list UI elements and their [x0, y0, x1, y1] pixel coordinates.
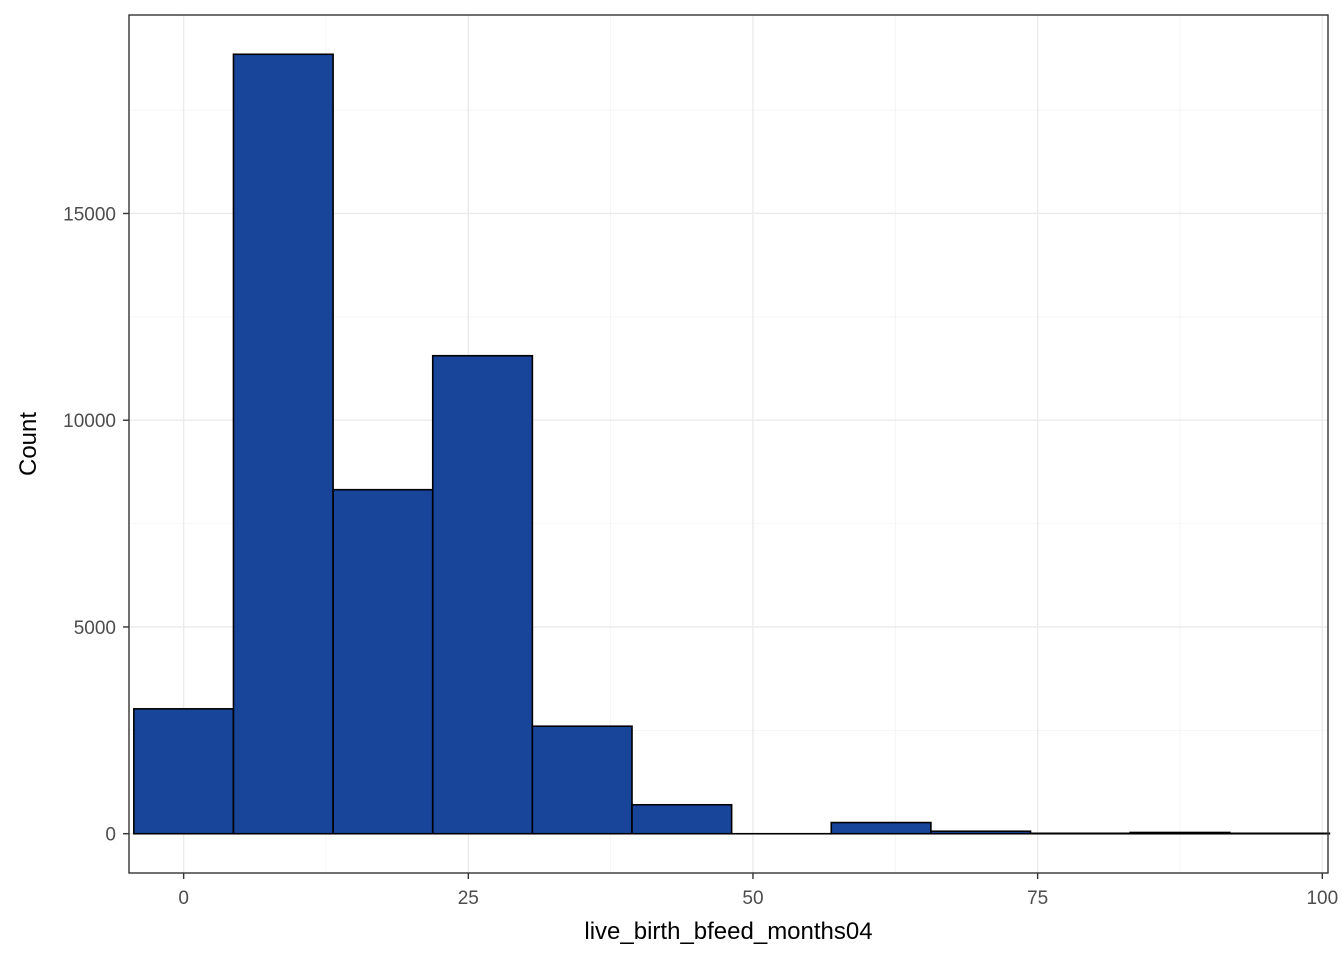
histogram-bar — [332, 488, 434, 835]
histogram-bar — [431, 354, 534, 835]
x-axis-title: live_birth_bfeed_months04 — [584, 918, 872, 945]
histogram-bars — [133, 53, 1331, 835]
histogram-bar — [1129, 831, 1231, 835]
y-tick-label: 15000 — [63, 204, 116, 225]
histogram-bar — [631, 803, 733, 835]
y-tick-label: 10000 — [63, 411, 116, 432]
histogram-bar — [930, 830, 1032, 835]
histogram-bar — [133, 708, 235, 835]
x-tick-label: 0 — [178, 888, 189, 909]
x-tick-label: 75 — [1027, 888, 1048, 909]
histogram-bar — [531, 725, 633, 835]
y-axis-title: Count — [15, 412, 42, 476]
x-tick-label: 100 — [1306, 888, 1338, 909]
x-tick-label: 50 — [742, 888, 763, 909]
x-tick-label: 25 — [458, 888, 479, 909]
histogram-bar — [232, 53, 334, 835]
y-tick-label: 0 — [105, 825, 116, 846]
panel-border — [128, 14, 1329, 874]
y-tick-label: 5000 — [74, 618, 116, 639]
histogram-bar — [830, 821, 932, 835]
axis-ticks: 0 25 50 75 100 0 5000 10000 15000 — [63, 204, 1338, 909]
